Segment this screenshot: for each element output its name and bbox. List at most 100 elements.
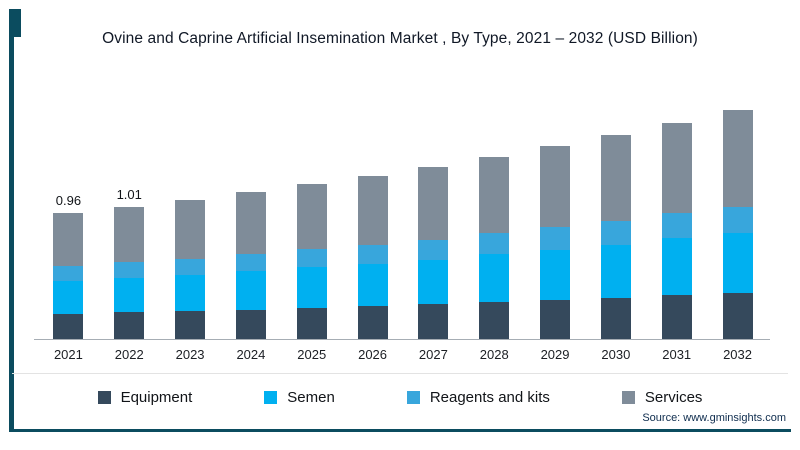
x-axis-row: 2021 2022 2023 2024 2025 2026 2027 2028 2029 2030… xyxy=(38,347,768,362)
bar-segment-reagents-and-kits xyxy=(53,266,84,281)
bar-segment-semen xyxy=(53,280,84,314)
legend-swatch-equipment xyxy=(97,391,111,404)
bar-stack xyxy=(114,206,145,340)
separator-line xyxy=(12,373,788,374)
bar-segment-semen xyxy=(479,254,510,302)
bar-column-2027 xyxy=(403,95,464,340)
bar-segment-services xyxy=(722,110,753,207)
bar-segment-reagents-and-kits xyxy=(479,233,510,255)
bar-value-label: 1.01 xyxy=(116,186,142,202)
bar-stack xyxy=(53,213,84,340)
bar-segment-equipment xyxy=(357,305,388,340)
chart-title: Ovine and Caprine Artificial Inseminatio… xyxy=(102,30,698,47)
bar-segment-reagents-and-kits xyxy=(540,227,571,250)
legend-item-services: Services xyxy=(621,389,702,406)
legend-label: Equipment xyxy=(120,389,193,406)
bar-segment-equipment xyxy=(600,297,631,340)
plot-area: 0.96 1.01 xyxy=(34,95,770,340)
legend-item-semen: Semen xyxy=(264,389,335,406)
bar-segment-equipment xyxy=(479,301,510,340)
bar-segment-equipment xyxy=(418,304,449,340)
x-axis-label: 2022 xyxy=(114,347,144,362)
bar-column-2025 xyxy=(281,95,342,340)
legend-swatch-services xyxy=(621,391,635,404)
bar-value-label: 0.96 xyxy=(55,193,82,209)
legend-swatch-semen xyxy=(264,391,278,404)
bar-segment-reagents-and-kits xyxy=(296,249,327,267)
bar-column-2022: 1.01 xyxy=(99,95,160,340)
bar-segment-reagents-and-kits xyxy=(661,213,692,239)
bar-segment-reagents-and-kits xyxy=(722,206,753,234)
x-axis-label: 2027 xyxy=(418,347,448,362)
x-axis-label: 2025 xyxy=(297,347,327,362)
bar-segment-semen xyxy=(114,278,145,313)
bar-segment-equipment xyxy=(296,307,327,340)
bar-segment-reagents-and-kits xyxy=(357,245,388,264)
frame-accent-bottom-line xyxy=(9,429,791,432)
bar-segment-reagents-and-kits xyxy=(418,239,449,260)
bar-segment-semen xyxy=(661,238,692,296)
legend: Equipment Semen Reagents and kits Services xyxy=(0,389,800,406)
bar-segment-equipment xyxy=(722,292,753,340)
bar-segment-semen xyxy=(722,233,753,293)
x-axis-label: 2030 xyxy=(601,347,631,362)
x-axis-label: 2028 xyxy=(479,347,509,362)
bar-stack xyxy=(418,167,449,340)
bar-column-2031 xyxy=(646,95,707,340)
bar-column-2032 xyxy=(707,95,768,340)
x-axis-label: 2023 xyxy=(175,347,205,362)
bar-segment-semen xyxy=(357,263,388,306)
bar-segment-equipment xyxy=(661,295,692,340)
bar-segment-reagents-and-kits xyxy=(235,254,266,272)
bar-segment-services xyxy=(114,206,145,263)
bar-segment-semen xyxy=(600,245,631,298)
bar-stack xyxy=(175,200,206,340)
bar-stack xyxy=(722,110,753,340)
bar-column-2028 xyxy=(464,95,525,340)
bar-segment-semen xyxy=(175,274,206,311)
x-axis-label: 2021 xyxy=(53,347,83,362)
bar-segment-reagents-and-kits xyxy=(175,258,206,275)
x-axis-label: 2024 xyxy=(236,347,266,362)
bar-segment-semen xyxy=(540,249,571,300)
bar-segment-reagents-and-kits xyxy=(600,221,631,246)
bar-stack xyxy=(540,145,571,340)
bar-segment-services xyxy=(235,192,266,255)
bar-segment-equipment xyxy=(235,309,266,340)
bar-column-2029 xyxy=(525,95,586,340)
bar-stack xyxy=(357,176,388,340)
bar-stack xyxy=(479,156,510,340)
bar-segment-services xyxy=(540,145,571,228)
bar-stack xyxy=(296,184,327,340)
x-axis-label: 2031 xyxy=(662,347,692,362)
bar-stack xyxy=(235,192,266,340)
bar-segment-equipment xyxy=(114,312,145,340)
x-axis-line xyxy=(34,339,770,340)
legend-item-equipment: Equipment xyxy=(97,389,193,406)
x-axis-label: 2026 xyxy=(358,347,388,362)
bar-segment-services xyxy=(296,184,327,250)
legend-label: Semen xyxy=(287,389,335,406)
x-axis-label: 2032 xyxy=(723,347,752,362)
bar-segment-reagents-and-kits xyxy=(114,262,145,279)
legend-item-reagents-and-kits: Reagents and kits xyxy=(406,389,550,406)
bar-column-2030 xyxy=(585,95,646,340)
bar-segment-services xyxy=(600,135,631,222)
bar-segment-services xyxy=(175,200,206,259)
legend-swatch-reagents-and-kits xyxy=(406,391,420,404)
bar-segment-services xyxy=(661,123,692,214)
bar-segment-equipment xyxy=(53,313,84,340)
bar-stack xyxy=(661,123,692,340)
bar-segment-services xyxy=(53,213,84,267)
bar-segment-equipment xyxy=(540,299,571,340)
bar-stack xyxy=(600,135,631,340)
source-note: Source: www.gminsights.com xyxy=(642,412,786,424)
bar-column-2024 xyxy=(220,95,281,340)
frame-accent-left-bar xyxy=(9,9,14,430)
bar-column-2021: 0.96 xyxy=(38,95,99,340)
bar-column-2026 xyxy=(342,95,403,340)
bar-segment-services xyxy=(357,176,388,246)
bar-column-2023 xyxy=(160,95,221,340)
bar-segment-semen xyxy=(296,266,327,308)
bar-segment-equipment xyxy=(175,311,206,340)
